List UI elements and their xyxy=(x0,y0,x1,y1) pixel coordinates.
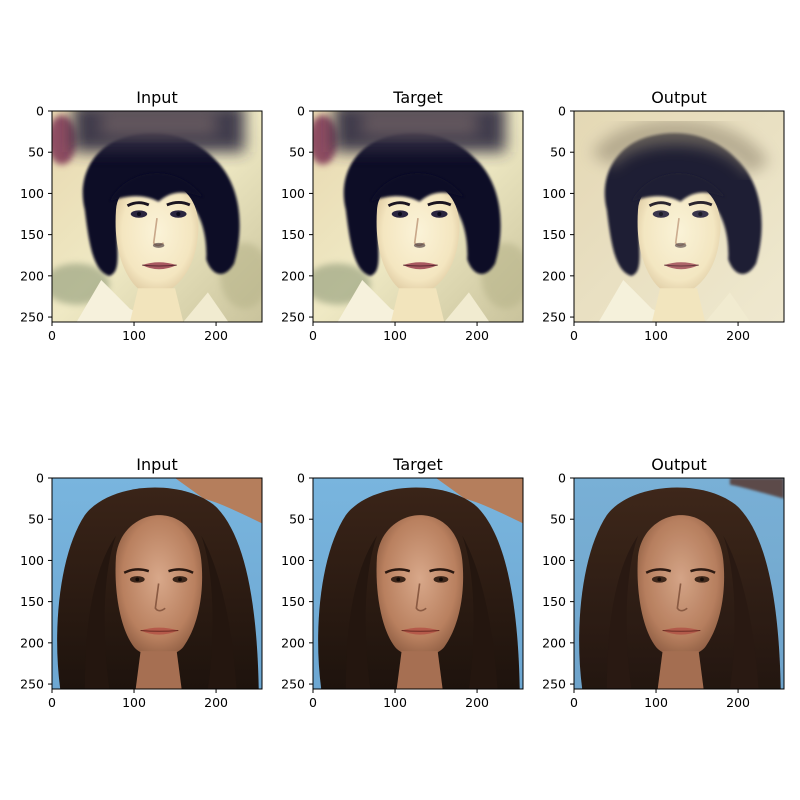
y-tick-label: 150 xyxy=(542,227,566,242)
panel-title: Input xyxy=(136,88,177,107)
x-tick-label: 0 xyxy=(570,328,578,343)
y-tick-label: 200 xyxy=(281,268,305,283)
y-tick-label: 0 xyxy=(297,104,305,119)
x-tick-label: 100 xyxy=(122,328,146,343)
y-tick-label: 250 xyxy=(20,677,44,692)
axes-frame xyxy=(51,477,263,690)
x-tick-label: 200 xyxy=(204,695,228,710)
y-tick-label: 250 xyxy=(542,310,566,325)
y-tick-label: 100 xyxy=(20,553,44,568)
panels: Input 0 100 200 0 50 100 150 200 250 Target 0 100 200… xyxy=(20,88,785,710)
y-tick-label: 150 xyxy=(20,227,44,242)
panel-title: Target xyxy=(392,88,443,107)
y-tick-label: 150 xyxy=(20,594,44,609)
y-tick-label: 250 xyxy=(542,677,566,692)
hair xyxy=(343,133,501,276)
y-tick-label: 100 xyxy=(542,186,566,201)
x-tick-label: 0 xyxy=(309,328,317,343)
y-tick-label: 100 xyxy=(20,186,44,201)
x-tick-label: 100 xyxy=(383,328,407,343)
panel-3: Output 0 100 200 0 50 100 150 200 250 xyxy=(542,88,785,343)
panel-title: Target xyxy=(392,455,443,474)
x-tick-label: 0 xyxy=(48,695,56,710)
axes-frame xyxy=(312,110,524,323)
y-tick-label: 100 xyxy=(542,553,566,568)
panel-image xyxy=(52,478,262,689)
face xyxy=(115,179,199,296)
x-tick-label: 100 xyxy=(383,695,407,710)
panel-title: Input xyxy=(136,455,177,474)
arm xyxy=(436,478,523,524)
axes-frame xyxy=(51,110,263,323)
panel-4: Input 0 100 200 0 50 100 150 200 250 xyxy=(20,455,263,710)
collar xyxy=(337,279,418,322)
y-tick-label: 50 xyxy=(289,512,305,527)
panel-image xyxy=(52,111,262,322)
y-tick-label: 0 xyxy=(36,104,44,119)
x-tick-label: 200 xyxy=(726,328,750,343)
y-tick-label: 150 xyxy=(281,227,305,242)
panel-1: Input 0 100 200 0 50 100 150 200 250 xyxy=(20,88,263,343)
y-tick-label: 250 xyxy=(281,310,305,325)
x-tick-label: 0 xyxy=(570,695,578,710)
y-tick-label: 200 xyxy=(542,268,566,283)
y-tick-label: 0 xyxy=(297,471,305,486)
panel-title: Output xyxy=(651,455,707,474)
y-tick-label: 100 xyxy=(281,553,305,568)
y-tick-label: 150 xyxy=(281,594,305,609)
y-tick-label: 200 xyxy=(20,635,44,650)
panel-title: Output xyxy=(651,88,707,107)
y-tick-label: 200 xyxy=(20,268,44,283)
y-tick-label: 50 xyxy=(28,512,44,527)
hair xyxy=(82,133,240,276)
x-tick-label: 0 xyxy=(48,328,56,343)
x-tick-label: 200 xyxy=(726,695,750,710)
panel-5: Target 0 100 200 0 50 100 150 200 250 xyxy=(281,455,524,710)
x-tick-label: 200 xyxy=(465,695,489,710)
x-tick-label: 200 xyxy=(465,328,489,343)
x-tick-label: 100 xyxy=(644,328,668,343)
panel-6: Output 0 100 200 0 50 100 150 200 250 xyxy=(542,455,785,710)
y-tick-label: 50 xyxy=(550,512,566,527)
y-tick-label: 250 xyxy=(281,677,305,692)
panel-image xyxy=(574,111,784,322)
y-tick-label: 150 xyxy=(542,594,566,609)
arm xyxy=(175,478,262,524)
x-tick-label: 100 xyxy=(122,695,146,710)
hair xyxy=(604,133,762,276)
y-tick-label: 100 xyxy=(281,186,305,201)
axes-frame xyxy=(312,477,524,690)
y-tick-label: 50 xyxy=(550,145,566,160)
collar xyxy=(76,279,157,322)
y-tick-label: 0 xyxy=(558,471,566,486)
x-tick-label: 0 xyxy=(309,695,317,710)
x-tick-label: 100 xyxy=(644,695,668,710)
y-tick-label: 200 xyxy=(542,635,566,650)
face xyxy=(637,179,721,296)
axes-frame xyxy=(573,477,785,690)
axes-frame xyxy=(573,110,785,323)
x-tick-label: 200 xyxy=(204,328,228,343)
y-tick-label: 250 xyxy=(20,310,44,325)
panel-2: Target 0 100 200 0 50 100 150 200 250 xyxy=(281,88,524,343)
collar xyxy=(598,279,679,322)
y-tick-label: 0 xyxy=(36,471,44,486)
panel-image xyxy=(313,478,523,689)
y-tick-label: 200 xyxy=(281,635,305,650)
y-tick-label: 50 xyxy=(289,145,305,160)
panel-image xyxy=(574,478,784,689)
y-tick-label: 0 xyxy=(558,104,566,119)
y-tick-label: 50 xyxy=(28,145,44,160)
panel-image xyxy=(313,111,523,322)
face xyxy=(376,179,460,296)
